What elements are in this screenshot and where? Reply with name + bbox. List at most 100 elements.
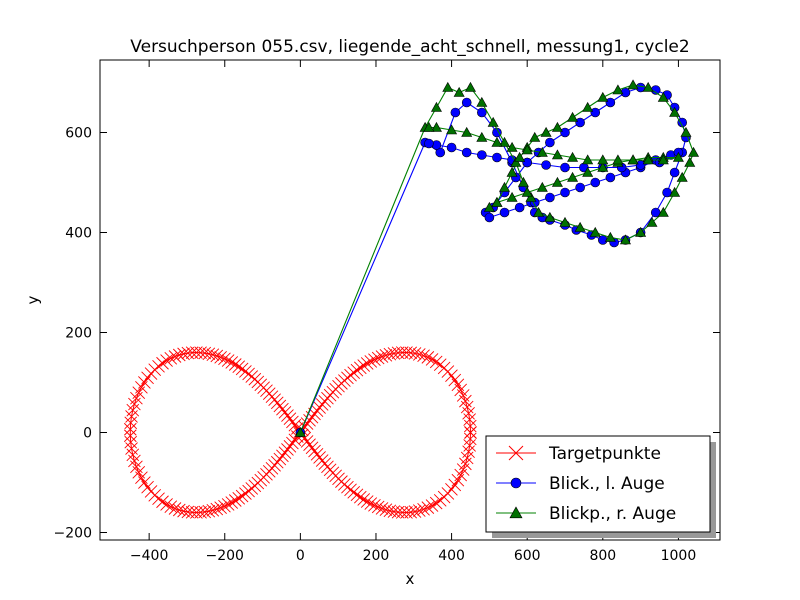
targetpunkte-point [278,446,292,459]
targetpunkte-point [156,495,169,509]
targetpunkte-point [124,416,138,430]
targetpunkte-point [177,504,190,518]
blick-l-auge-point [541,160,551,170]
blickp-r-auge-point [544,211,556,222]
targetpunkte-point [425,499,439,512]
chart-title: Versuchperson 055.csv, liegende_acht_sch… [130,37,689,57]
blickp-r-auge-point [476,131,488,142]
blickp-r-auge-point [423,121,435,132]
legend-entry: Blickp., r. Auge [496,504,676,524]
blick-l-auge-point [477,150,487,160]
targetpunkte-point [123,429,137,443]
plot-series-layer [123,79,700,519]
blick-l-auge-point [575,117,585,128]
targetpunkte-point [206,503,220,517]
targetpunkte-point [125,410,138,423]
series-blick-l-auge [295,82,691,438]
targetpunkte-point [232,360,246,374]
targetpunkte-point [360,495,374,508]
x-tick-label: −400 [130,548,168,564]
blick-l-auge-point [492,152,502,163]
targetpunkte-point [305,441,319,455]
targetpunkte-point [152,359,165,373]
targetpunkte-point [221,354,235,367]
blickp-r-auge-point [499,181,511,192]
blick-l-auge-point [477,107,487,118]
y-tick-label: 200 [65,326,92,342]
targetpunkte-point [383,504,397,518]
targetpunkte-point [404,505,418,519]
x-tick-label: 200 [363,548,390,564]
y-tick-label: 600 [65,126,92,142]
legend: Targetpunkte Blick., l. Auge Blickp., r. A… [485,435,716,538]
targetpunkte-point [357,359,371,372]
x-tick-label: 0 [296,548,305,564]
blickp-r-auge-point [446,124,458,135]
targetpunkte-point [286,415,299,429]
targetpunkte-point [353,490,367,504]
blickp-r-auge-point [619,234,631,245]
targetpunkte-point [276,402,289,416]
y-tick-label: 400 [65,226,92,242]
targetpunkte-point [202,347,216,361]
targetpunkte-point [375,350,389,363]
blickp-r-auge-point [582,166,594,177]
blickp-r-auge-point [672,151,684,162]
blickp-r-auge-point [491,136,503,147]
legend-marker-triangle [509,506,523,519]
blickp-r-auge-point [453,86,465,97]
blick-l-auge-point [499,207,510,218]
targetpunkte-point [278,406,292,419]
targetpunkte-point [412,348,426,361]
targetpunkte-point [310,404,324,418]
blick-l-auge-line [299,86,687,433]
blickp-r-auge-point [612,154,624,165]
blickp-r-auge-point [461,126,473,137]
blick-l-auge-point [545,192,555,203]
blickp-r-auge-point [684,156,696,167]
x-tick-label: 800 [589,548,616,564]
blickp-r-auge-point [669,106,681,117]
blick-l-auge-point [424,138,434,149]
targetpunkte-point [412,504,426,517]
blickp-r-auge-point [430,101,442,112]
targetpunkte-point [228,494,242,507]
blick-l-auge-point [590,107,601,118]
blickp-r-auge-point [506,191,518,202]
blickp-r-auge-point [551,121,563,132]
targetpunkte-point [206,348,220,362]
targetpunkte-point [421,501,435,514]
targetpunkte-point [383,347,397,361]
x-tick-label: 1000 [661,548,697,564]
targetpunkte-point [160,498,173,511]
blick-l-auge-point [677,117,687,128]
blickp-r-auge-point [510,156,522,167]
legend-marker-circle [510,477,522,489]
targetpunkte-point [391,346,405,360]
blickp-r-auge-point [536,181,548,192]
blick-l-auge-point [461,147,472,158]
targetpunkte-point [281,409,294,422]
targetpunkte-point [214,501,227,515]
targetpunkte-point [357,493,371,506]
blickp-r-auge-point [559,216,571,227]
targetpunkte-point [437,361,451,375]
x-tick-label: −200 [206,548,244,564]
targetpunkte-point [125,442,138,455]
blickp-r-auge-point [551,149,563,160]
targetpunkte-point [463,413,476,426]
y-tick-label: 0 [83,426,92,442]
blickp-r-auge-point [657,206,669,217]
targetpunkte-point [417,349,430,363]
targetpunkte-point [368,353,381,366]
blick-l-auge-point [446,142,457,153]
targetpunkte-point [168,502,182,515]
targetpunkte-point [429,496,443,510]
plot-frame [99,59,721,541]
blick-l-auge-point [484,212,495,223]
blickp-r-auge-point [551,176,563,187]
blick-l-auge-point [435,147,446,158]
targetpunkte-point [387,347,401,360]
targetpunkte-point [164,500,178,513]
